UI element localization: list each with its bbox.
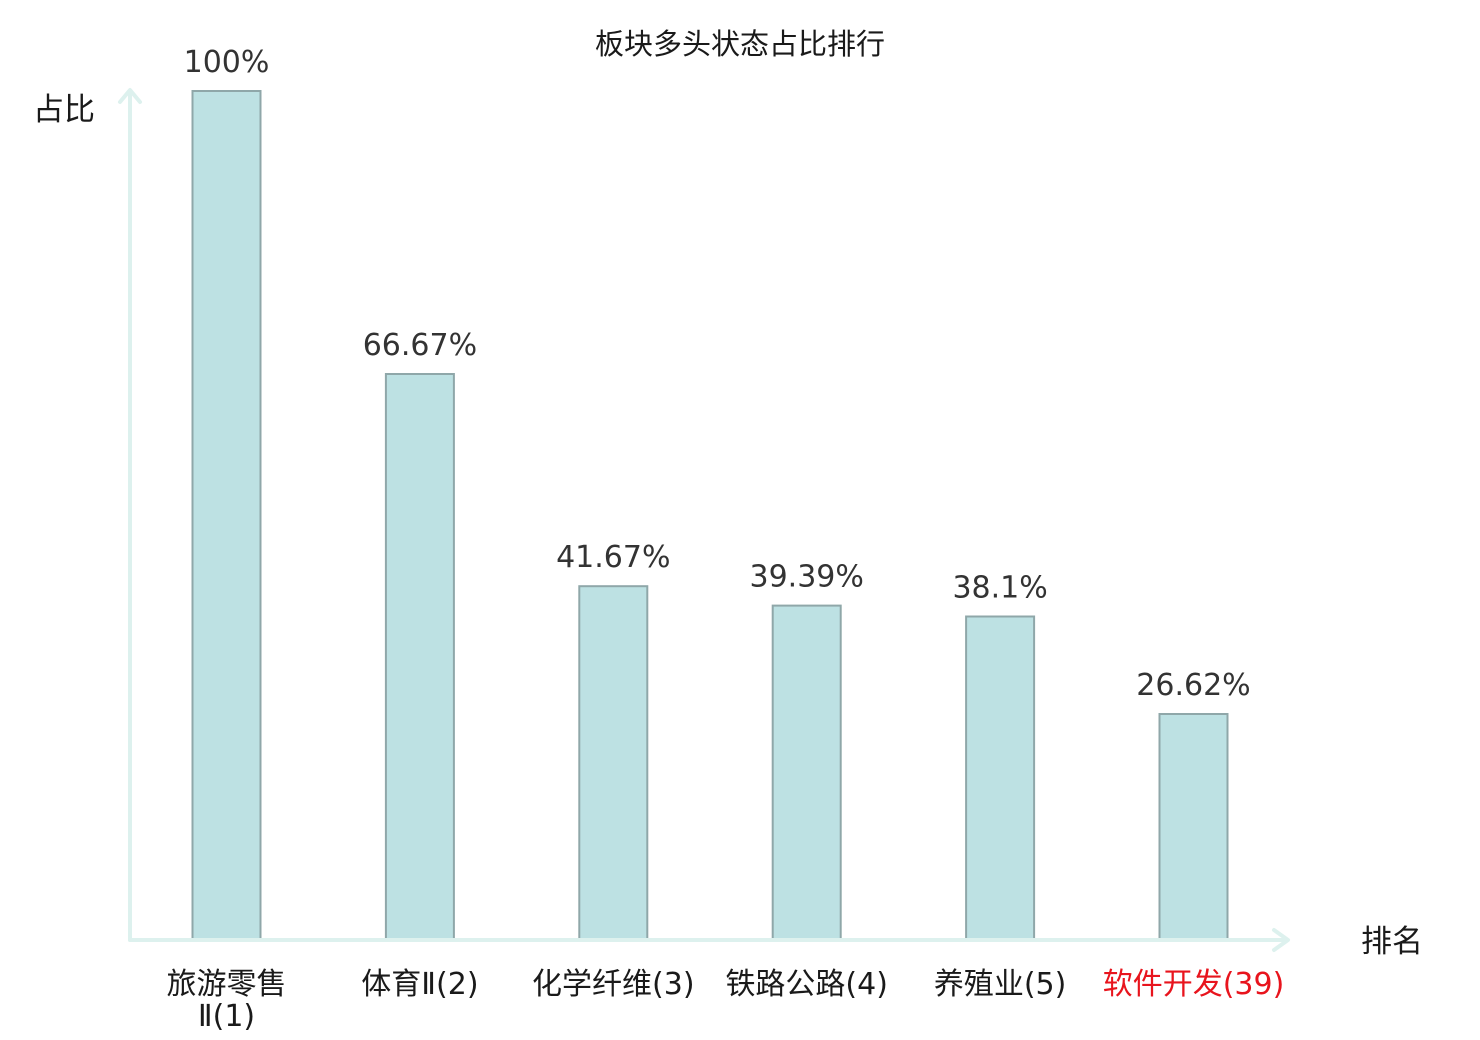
- category-label-6: 软件开发(39): [1103, 967, 1285, 1002]
- bar-value-label-6: 26.62%: [1136, 668, 1250, 703]
- bar-value-label-5: 38.1%: [952, 571, 1047, 606]
- chart-title: 板块多头状态占比排行: [595, 27, 885, 61]
- category-label-5: 养殖业(5): [934, 967, 1067, 1002]
- bar-6: [1158, 713, 1229, 941]
- bar-5: [965, 615, 1036, 941]
- bar-2: [384, 373, 455, 941]
- bar-value-label-2: 66.67%: [363, 328, 477, 363]
- category-label-4: 铁路公路(4): [725, 967, 888, 1002]
- x-axis-label: 排名: [1361, 924, 1423, 960]
- bar-3: [578, 585, 649, 941]
- category-label-2: 体育Ⅱ(2): [361, 967, 478, 1002]
- x-axis-arrow-icon: [1272, 928, 1290, 952]
- category-label-3: 化学纤维(3): [532, 967, 695, 1002]
- bar-value-label-3: 41.67%: [556, 540, 670, 575]
- bar-value-label-1: 100%: [184, 45, 270, 80]
- category-label-1: 旅游零售: [167, 967, 287, 1002]
- category-rank-1: Ⅱ(1): [198, 999, 255, 1034]
- y-axis-label: 占比: [33, 92, 95, 128]
- bar-4: [771, 604, 842, 941]
- bar-value-label-4: 39.39%: [750, 560, 864, 595]
- bar-1: [191, 90, 262, 941]
